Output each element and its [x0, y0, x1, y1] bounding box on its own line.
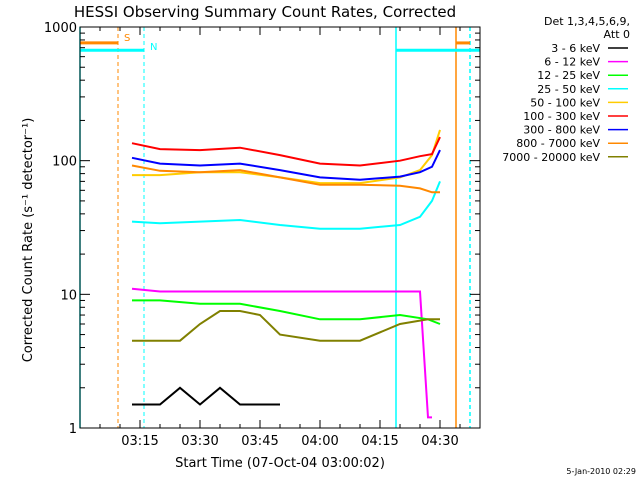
- legend-label: 3 - 6 keV: [551, 42, 600, 55]
- legend-label: 25 - 50 keV: [537, 83, 600, 96]
- footer-date: 5-Jan-2010 02:29: [566, 467, 636, 476]
- legend-label: 50 - 100 keV: [530, 96, 600, 109]
- plot-area: SN: [79, 27, 480, 428]
- legend-label: 800 - 7000 keV: [516, 137, 600, 150]
- y-tick-label: 1000: [44, 21, 77, 36]
- annotation-label: S: [124, 33, 130, 44]
- y-tick-label: 100: [52, 155, 77, 170]
- legend-header-attenuator: Att 0: [604, 28, 630, 41]
- legend-label: 300 - 800 keV: [523, 124, 600, 137]
- legend-header-detectors: Det 1,3,4,5,6,9,: [544, 15, 630, 28]
- x-axis: 03:15 03:30 03:45 04:00 04:15 04:30: [99, 27, 461, 449]
- legend-label: 12 - 25 keV: [537, 69, 600, 82]
- legend-label: 100 - 300 keV: [523, 110, 600, 123]
- y-tick-label: 10: [60, 288, 77, 303]
- x-tick-label: 03:45: [241, 434, 278, 449]
- series-line-50-100-kev: [132, 129, 441, 185]
- series-line-300-800-kev: [131, 149, 441, 181]
- y-tick-label: 1: [69, 422, 77, 437]
- series-line-25-50-kev: [131, 181, 441, 230]
- series-line-3-6-kev: [132, 386, 280, 406]
- x-tick-label: 03:15: [121, 434, 158, 449]
- series-line-6-12-kev: [131, 287, 432, 419]
- legend-label: 7000 - 20000 keV: [502, 151, 600, 164]
- y-axis: 1 10 100 1000: [44, 21, 480, 437]
- legend-label: 6 - 12 keV: [544, 56, 600, 69]
- x-tick-label: 03:30: [181, 434, 218, 449]
- x-tick-label: 04:30: [421, 434, 458, 449]
- series-line-100-300-kev: [131, 136, 441, 167]
- y-axis-label: Corrected Count Rate (s⁻¹ detector⁻¹): [21, 118, 36, 363]
- plot-frame: [79, 26, 481, 429]
- x-axis-label: Start Time (07-Oct-04 03:00:02): [175, 456, 385, 471]
- series-line-800-7000-kev: [131, 164, 440, 194]
- series-line-12-25-kev: [132, 299, 441, 325]
- series-line-7000-20000-kev: [132, 310, 440, 342]
- x-tick-label: 04:00: [301, 434, 338, 449]
- chart-title: HESSI Observing Summary Count Rates, Cor…: [74, 3, 456, 21]
- annotation-label: N: [150, 42, 157, 53]
- x-tick-label: 04:15: [361, 434, 398, 449]
